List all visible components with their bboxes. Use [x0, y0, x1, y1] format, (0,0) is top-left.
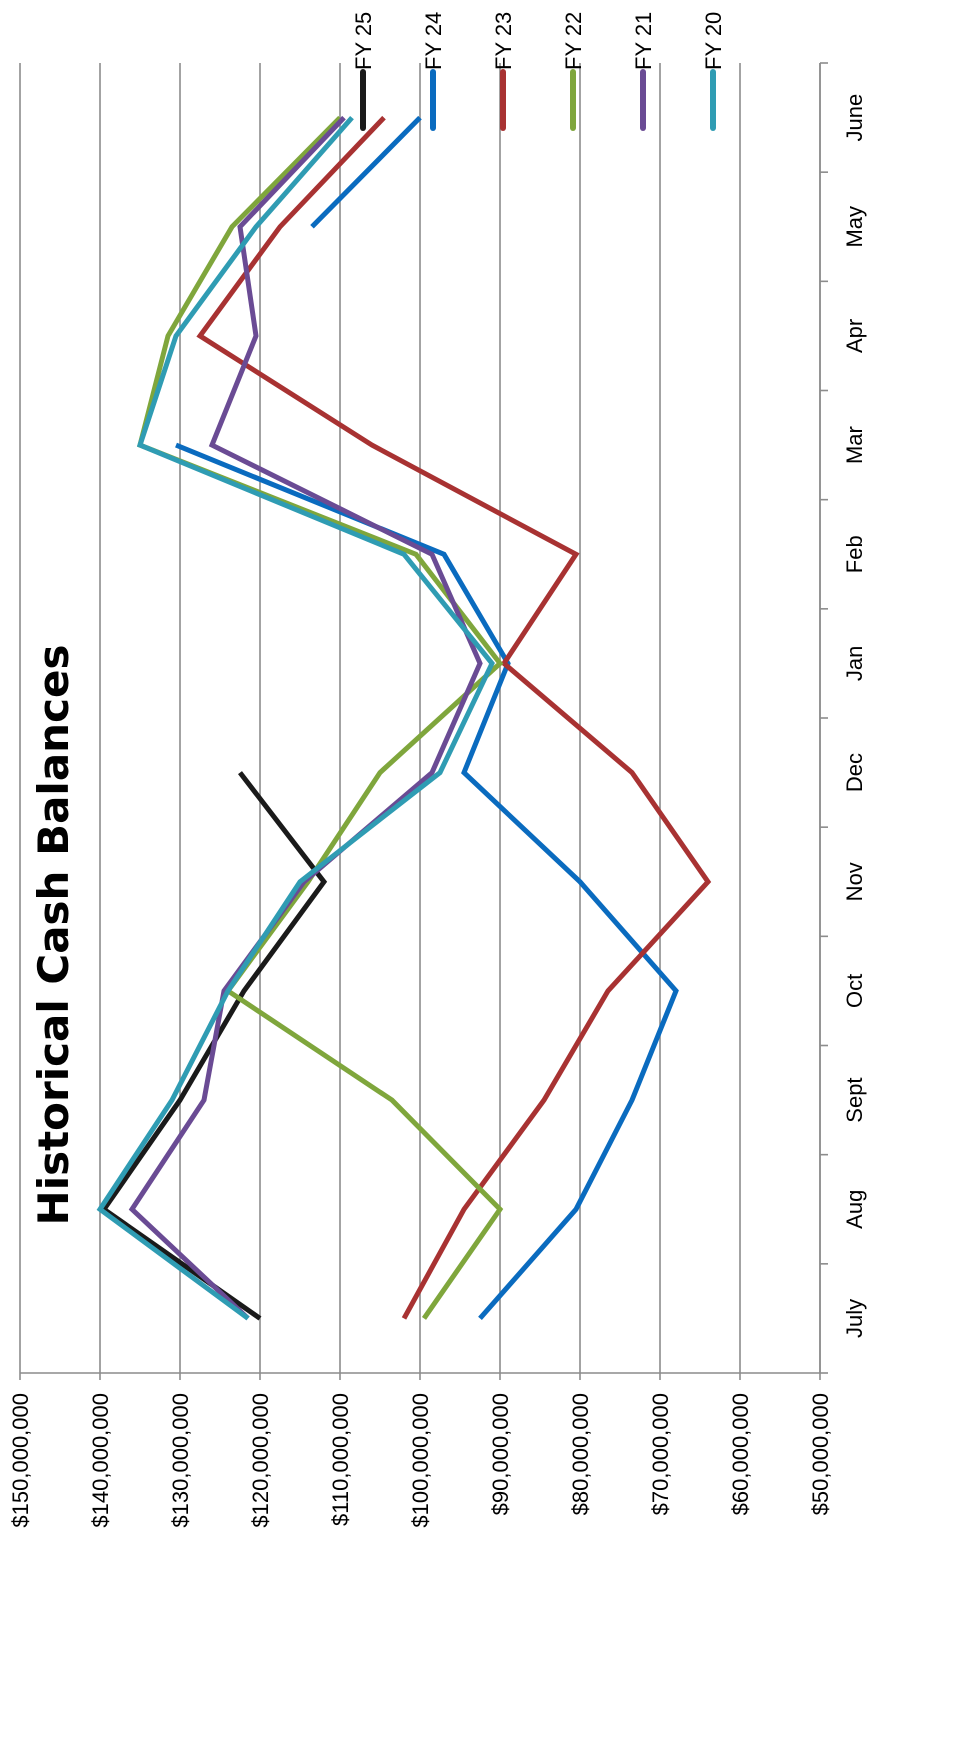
value-tick-label: $60,000,000	[728, 1393, 753, 1515]
value-tick-label: $70,000,000	[648, 1393, 673, 1515]
category-tick-label: Apr	[842, 319, 867, 353]
legend-label: FY 25	[351, 12, 376, 70]
value-tick-label: $50,000,000	[808, 1393, 833, 1515]
category-tick-label: Sept	[842, 1077, 867, 1122]
category-tick-label: May	[842, 206, 867, 248]
series-line-fy-21	[128, 115, 483, 1321]
value-tick-label: $100,000,000	[408, 1393, 433, 1528]
legend-label: FY 20	[701, 12, 726, 70]
legend-label: FY 23	[491, 12, 516, 70]
legend-label: FY 21	[631, 12, 656, 70]
value-tick-label: $110,000,000	[328, 1393, 353, 1526]
axes	[19, 62, 828, 1380]
legend: FY 25 FY 24 FY 23 FY 22 FY 21 FY 20	[351, 12, 726, 131]
series-line-fy-23	[196, 115, 712, 1320]
category-tick-label: Jan	[842, 646, 867, 681]
legend-label: FY 24	[421, 12, 446, 70]
category-tick-label: July	[842, 1299, 867, 1338]
category-tick-label: June	[842, 94, 867, 142]
value-tick-label: $120,000,000	[248, 1393, 273, 1528]
value-tick-label: $140,000,000	[88, 1393, 113, 1528]
category-tick-label: Oct	[842, 974, 867, 1008]
series-line-fy-22	[137, 115, 504, 1320]
category-tick-label: Dec	[842, 753, 867, 792]
value-tick-label: $130,000,000	[168, 1393, 193, 1528]
series-line-fy-24	[175, 115, 679, 1321]
category-tick-label: Feb	[842, 535, 867, 573]
category-tick-label: Aug	[842, 1190, 867, 1229]
chart-title: Historical Cash Balances	[29, 645, 78, 1226]
value-tick-label: $150,000,000	[8, 1393, 33, 1528]
value-tick-label: $80,000,000	[568, 1393, 593, 1515]
category-axis-labels: July Aug Sept Oct Nov Dec Jan Feb Mar Apr May June	[842, 94, 867, 1338]
value-tick-label: $90,000,000	[488, 1393, 513, 1515]
category-tick-label: Nov	[842, 862, 867, 901]
series-lines	[96, 115, 712, 1321]
gridlines	[19, 63, 821, 1373]
legend-label: FY 22	[561, 12, 586, 70]
value-axis-labels: $50,000,000 $60,000,000 $70,000,000 $80,000…	[8, 1393, 833, 1528]
series-line-fy-20	[96, 115, 495, 1321]
category-tick-label: Mar	[842, 426, 867, 464]
